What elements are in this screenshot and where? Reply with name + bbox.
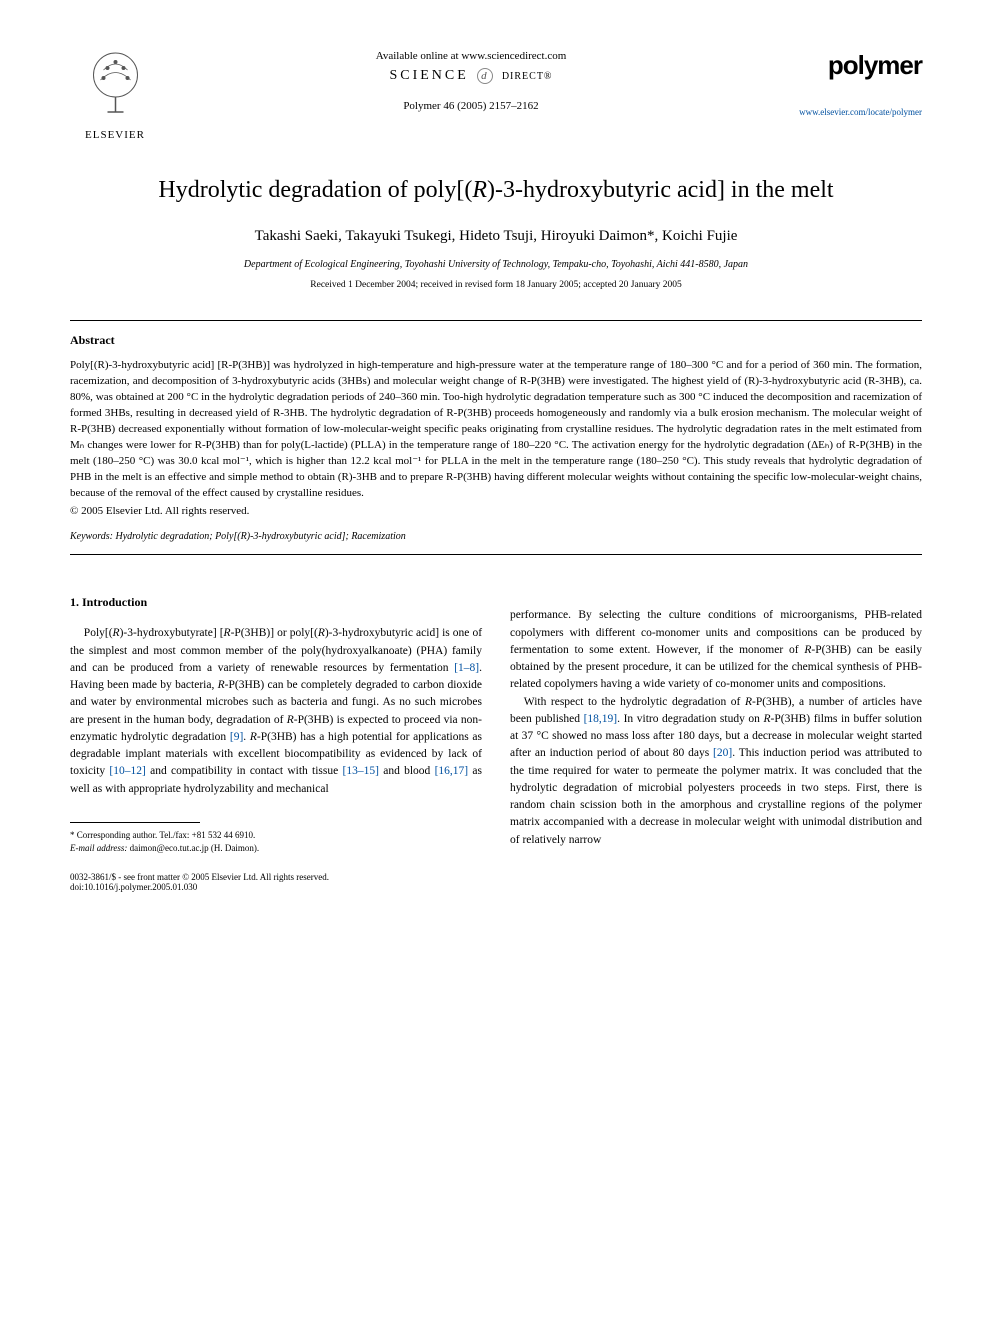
sd-direct: DIRECT® <box>502 71 553 82</box>
abstract-body: Poly[(R)-3-hydroxybutyric acid] [R-P(3HB… <box>70 358 922 501</box>
article-title: Hydrolytic degradation of poly[(R)-3-hyd… <box>70 177 922 204</box>
elsevier-logo: ELSEVIER <box>70 50 160 141</box>
footer-issn: 0032-3861/$ - see front matter © 2005 El… <box>70 872 329 882</box>
polymer-logo: polymer <box>782 50 922 81</box>
keywords-row: Keywords: Hydrolytic degradation; Poly[(… <box>70 531 922 542</box>
header-right: polymer www.elsevier.com/locate/polymer <box>782 50 922 117</box>
page-footer: 0032-3861/$ - see front matter © 2005 El… <box>70 872 922 892</box>
ref-link[interactable]: [1–8] <box>454 662 479 674</box>
corresponding-author-footnote: * Corresponding author. Tel./fax: +81 53… <box>70 829 482 854</box>
divider <box>70 554 922 555</box>
author-list: Takashi Saeki, Takayuki Tsukegi, Hideto … <box>70 228 922 245</box>
keywords-label: Keywords: <box>70 531 113 542</box>
elsevier-tree-icon <box>83 50 148 120</box>
abstract-text: Poly[(R)-3-hydroxybutyric acid] [R-P(3HB… <box>70 359 922 499</box>
footer-left: 0032-3861/$ - see front matter © 2005 El… <box>70 872 329 892</box>
column-right: performance. By selecting the culture co… <box>510 567 922 854</box>
elsevier-label: ELSEVIER <box>70 129 160 141</box>
footer-doi: doi:10.1016/j.polymer.2005.01.030 <box>70 882 329 892</box>
ref-link[interactable]: [9] <box>230 731 243 743</box>
article-dates: Received 1 December 2004; received in re… <box>70 280 922 290</box>
email-label: E-mail address: <box>70 843 127 853</box>
header-center: Available online at www.sciencedirect.co… <box>160 50 782 112</box>
abstract-heading: Abstract <box>70 333 922 348</box>
abstract-copyright: © 2005 Elsevier Ltd. All rights reserved… <box>70 505 922 517</box>
divider <box>70 320 922 321</box>
available-online-text: Available online at www.sciencedirect.co… <box>180 50 762 62</box>
corr-author-line: * Corresponding author. Tel./fax: +81 53… <box>70 829 482 842</box>
intro-paragraph-1: Poly[(R)-3-hydroxybutyrate] [R-P(3HB)] o… <box>70 625 482 798</box>
sd-d-icon: d <box>477 68 493 84</box>
intro-paragraph-1-cont: performance. By selecting the culture co… <box>510 607 922 693</box>
intro-paragraph-2: With respect to the hydrolytic degradati… <box>510 694 922 849</box>
sd-science: SCIENCE <box>389 68 468 83</box>
keywords-text: Hydrolytic degradation; Poly[(R)-3-hydro… <box>115 531 405 542</box>
science-direct-logo: SCIENCE d DIRECT® <box>180 68 762 84</box>
ref-link[interactable]: [16,17] <box>435 765 469 777</box>
ref-link[interactable]: [10–12] <box>109 765 145 777</box>
journal-reference: Polymer 46 (2005) 2157–2162 <box>180 100 762 112</box>
ref-link[interactable]: [20] <box>713 747 732 759</box>
affiliation: Department of Ecological Engineering, To… <box>70 259 922 270</box>
journal-url-link[interactable]: www.elsevier.com/locate/polymer <box>782 107 922 117</box>
footnote-divider <box>70 822 200 823</box>
corr-email-line: E-mail address: daimon@eco.tut.ac.jp (H.… <box>70 842 482 855</box>
email-value: daimon@eco.tut.ac.jp (H. Daimon). <box>130 843 260 853</box>
journal-header: ELSEVIER Available online at www.science… <box>70 50 922 141</box>
article-body-columns: 1. Introduction Poly[(R)-3-hydroxybutyra… <box>70 567 922 854</box>
ref-link[interactable]: [18,19] <box>584 713 618 725</box>
ref-link[interactable]: [13–15] <box>343 765 379 777</box>
column-left: 1. Introduction Poly[(R)-3-hydroxybutyra… <box>70 567 482 854</box>
section-1-heading: 1. Introduction <box>70 593 482 611</box>
